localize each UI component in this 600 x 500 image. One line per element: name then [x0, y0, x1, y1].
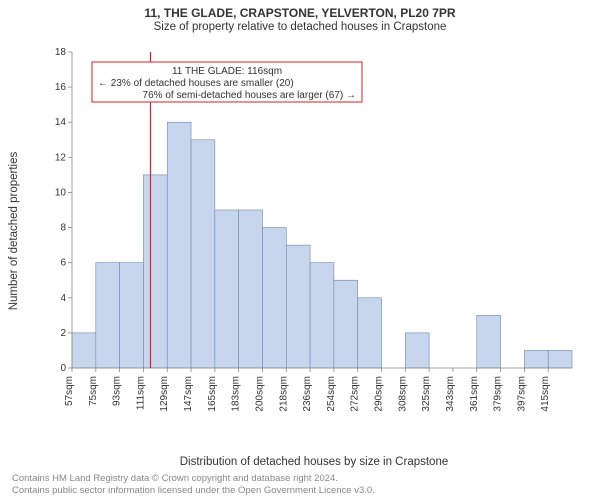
annotation-line-2: ← 23% of detached houses are smaller (20…: [98, 78, 294, 89]
histogram-bar: [262, 228, 286, 368]
x-axis-label: Distribution of detached houses by size …: [50, 456, 578, 468]
svg-text:218sqm: 218sqm: [278, 376, 289, 412]
svg-text:254sqm: 254sqm: [326, 376, 337, 412]
svg-text:361sqm: 361sqm: [469, 376, 480, 412]
svg-text:14: 14: [55, 117, 67, 128]
histogram-bar: [239, 210, 263, 368]
histogram-svg: 0 2 4 6 8 10 12 14 16 18 57sqm 75sqm 93sqm 111sqm 129s…: [50, 46, 578, 416]
annotation-line-3: 76% of semi-detached houses are larger (…: [143, 90, 356, 101]
chart-area: 0 2 4 6 8 10 12 14 16 18 57sqm 75sqm 93sqm 111sqm 129s…: [50, 46, 578, 416]
svg-text:343sqm: 343sqm: [445, 376, 456, 412]
svg-text:379sqm: 379sqm: [493, 376, 504, 412]
histogram-bar: [143, 175, 167, 368]
histogram-bar: [215, 210, 239, 368]
svg-text:2: 2: [60, 328, 66, 339]
svg-text:16: 16: [55, 82, 67, 93]
svg-text:147sqm: 147sqm: [183, 376, 194, 412]
svg-text:200sqm: 200sqm: [254, 376, 265, 412]
svg-text:236sqm: 236sqm: [302, 376, 313, 412]
histogram-bar: [548, 350, 572, 368]
annotation-line-1: 11 THE GLADE: 116sqm: [172, 66, 282, 77]
svg-text:183sqm: 183sqm: [231, 376, 242, 412]
svg-text:129sqm: 129sqm: [159, 376, 170, 412]
footer-line-2: Contains public sector information licen…: [12, 485, 588, 496]
svg-text:165sqm: 165sqm: [207, 376, 218, 412]
svg-text:93sqm: 93sqm: [112, 376, 123, 406]
svg-text:57sqm: 57sqm: [64, 376, 75, 406]
svg-text:75sqm: 75sqm: [88, 376, 99, 406]
svg-text:8: 8: [60, 223, 66, 234]
svg-text:6: 6: [60, 258, 66, 269]
histogram-bar: [358, 298, 382, 368]
svg-text:308sqm: 308sqm: [397, 376, 408, 412]
svg-text:4: 4: [60, 293, 66, 304]
y-axis-label: Number of detached properties: [8, 46, 24, 416]
histogram-bar: [334, 280, 358, 368]
svg-text:415sqm: 415sqm: [540, 376, 551, 412]
svg-text:12: 12: [55, 152, 67, 163]
histogram-bar: [191, 140, 215, 368]
page-subtitle: Size of property relative to detached ho…: [0, 20, 600, 33]
histogram-bar: [120, 263, 144, 368]
svg-text:290sqm: 290sqm: [374, 376, 385, 412]
histogram-bar: [96, 263, 120, 368]
svg-text:111sqm: 111sqm: [135, 376, 146, 410]
histogram-bar: [477, 315, 501, 368]
footer-credits: Contains HM Land Registry data © Crown c…: [12, 473, 588, 496]
svg-text:325sqm: 325sqm: [421, 376, 432, 412]
svg-text:272sqm: 272sqm: [350, 376, 361, 412]
svg-text:397sqm: 397sqm: [516, 376, 527, 412]
footer-line-1: Contains HM Land Registry data © Crown c…: [12, 473, 588, 484]
histogram-bar: [286, 245, 310, 368]
histogram-bar: [167, 122, 191, 368]
svg-text:10: 10: [55, 187, 67, 198]
histogram-bar: [405, 333, 429, 368]
svg-text:0: 0: [60, 363, 66, 374]
histogram-bar: [524, 350, 548, 368]
svg-text:18: 18: [55, 47, 67, 58]
page-title: 11, THE GLADE, CRAPSTONE, YELVERTON, PL2…: [0, 0, 600, 20]
histogram-bar: [310, 263, 334, 368]
histogram-bar: [72, 333, 96, 368]
